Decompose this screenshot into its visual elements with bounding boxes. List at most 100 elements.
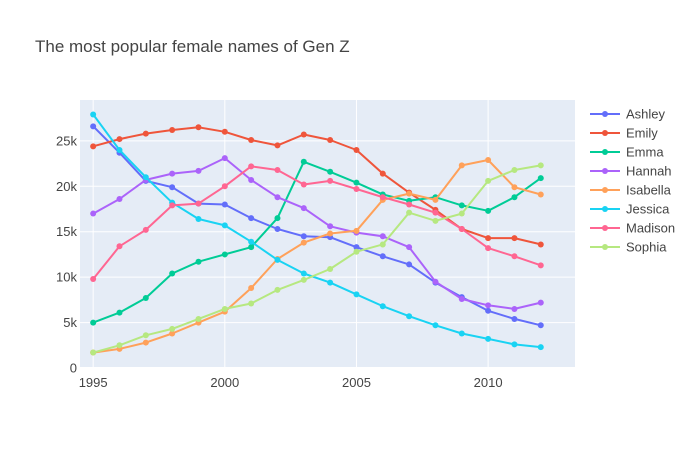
series-jessica	[90, 111, 544, 351]
legend-marker	[602, 244, 608, 250]
data-point	[169, 170, 176, 177]
y-tick-label: 0	[70, 361, 77, 376]
series-line	[92, 157, 542, 310]
legend-label: Sophia	[626, 240, 667, 255]
data-point	[353, 179, 360, 186]
legend-item-hannah[interactable]: Hannah	[590, 164, 672, 179]
data-point	[511, 341, 518, 348]
data-point	[221, 305, 228, 312]
series-line	[92, 160, 542, 324]
data-point	[195, 124, 202, 131]
data-point	[353, 291, 360, 298]
data-point	[90, 210, 97, 217]
data-point	[221, 201, 228, 208]
series-hannah	[90, 155, 544, 312]
data-point	[458, 202, 465, 209]
data-point	[142, 174, 149, 181]
series-line	[93, 159, 542, 354]
data-point	[221, 222, 228, 229]
data-point	[195, 216, 202, 223]
legend[interactable]: Ashley Emily Emma Hannah Isabella Jessica Madi…	[590, 107, 675, 255]
data-point	[406, 209, 413, 216]
legend-item-emily[interactable]: Emily	[590, 126, 658, 141]
series-emma	[90, 158, 544, 326]
series-group	[90, 111, 544, 356]
data-point	[300, 158, 307, 165]
data-point	[300, 239, 307, 246]
legend-item-sophia[interactable]: Sophia	[590, 240, 667, 255]
data-point	[300, 205, 307, 212]
y-tick-label: 20k	[56, 179, 77, 194]
data-point	[274, 286, 281, 293]
data-point	[406, 201, 413, 208]
legend-label: Madison	[626, 221, 675, 236]
legend-item-emma[interactable]: Emma	[590, 145, 664, 160]
legend-item-isabella[interactable]: Isabella	[590, 183, 672, 198]
data-point	[90, 111, 97, 118]
legend-label: Jessica	[626, 202, 670, 217]
data-point	[537, 344, 544, 351]
data-point	[248, 176, 255, 183]
data-point	[458, 330, 465, 337]
data-point	[379, 303, 386, 310]
legend-label: Isabella	[626, 183, 672, 198]
data-point	[537, 175, 544, 182]
data-point	[485, 235, 492, 242]
x-tick-label: 2005	[342, 375, 371, 390]
data-point	[274, 142, 281, 149]
data-point	[300, 276, 307, 283]
data-point	[379, 194, 386, 201]
data-point	[485, 335, 492, 342]
data-point	[116, 146, 123, 153]
data-point	[432, 217, 439, 224]
data-point	[327, 136, 334, 143]
legend-item-ashley[interactable]: Ashley	[590, 107, 666, 122]
data-point	[537, 299, 544, 306]
data-point	[221, 128, 228, 135]
series-isabella	[90, 156, 544, 356]
data-point	[274, 215, 281, 222]
data-point	[169, 126, 176, 133]
data-point	[248, 300, 255, 307]
data-point	[169, 330, 176, 337]
x-tick-label: 2000	[210, 375, 239, 390]
data-point	[511, 194, 518, 201]
data-point	[221, 251, 228, 258]
x-tick-label: 1995	[79, 375, 108, 390]
data-point	[511, 166, 518, 173]
data-point	[379, 170, 386, 177]
data-point	[142, 332, 149, 339]
data-point	[248, 244, 255, 251]
data-point	[432, 322, 439, 329]
legend-item-jessica[interactable]: Jessica	[590, 202, 670, 217]
data-point	[248, 238, 255, 245]
data-point	[406, 244, 413, 251]
data-point	[511, 235, 518, 242]
data-point	[353, 248, 360, 255]
chart-title: The most popular female names of Gen Z	[35, 37, 350, 56]
x-tick-label: 2010	[474, 375, 503, 390]
data-point	[300, 270, 307, 277]
data-point	[116, 309, 123, 316]
data-point	[511, 253, 518, 260]
data-point	[537, 241, 544, 248]
data-point	[248, 136, 255, 143]
data-point	[274, 256, 281, 263]
data-point	[274, 226, 281, 233]
data-point	[458, 226, 465, 233]
data-point	[458, 210, 465, 217]
data-point	[485, 302, 492, 309]
data-point	[432, 196, 439, 203]
data-point	[169, 270, 176, 277]
data-point	[169, 184, 176, 191]
series-line	[92, 164, 541, 354]
data-point	[300, 233, 307, 240]
data-point	[511, 184, 518, 191]
data-point	[116, 196, 123, 203]
data-point	[248, 215, 255, 222]
legend-item-madison[interactable]: Madison	[590, 221, 675, 236]
data-point	[353, 186, 360, 193]
y-tick-label: 15k	[56, 224, 77, 239]
